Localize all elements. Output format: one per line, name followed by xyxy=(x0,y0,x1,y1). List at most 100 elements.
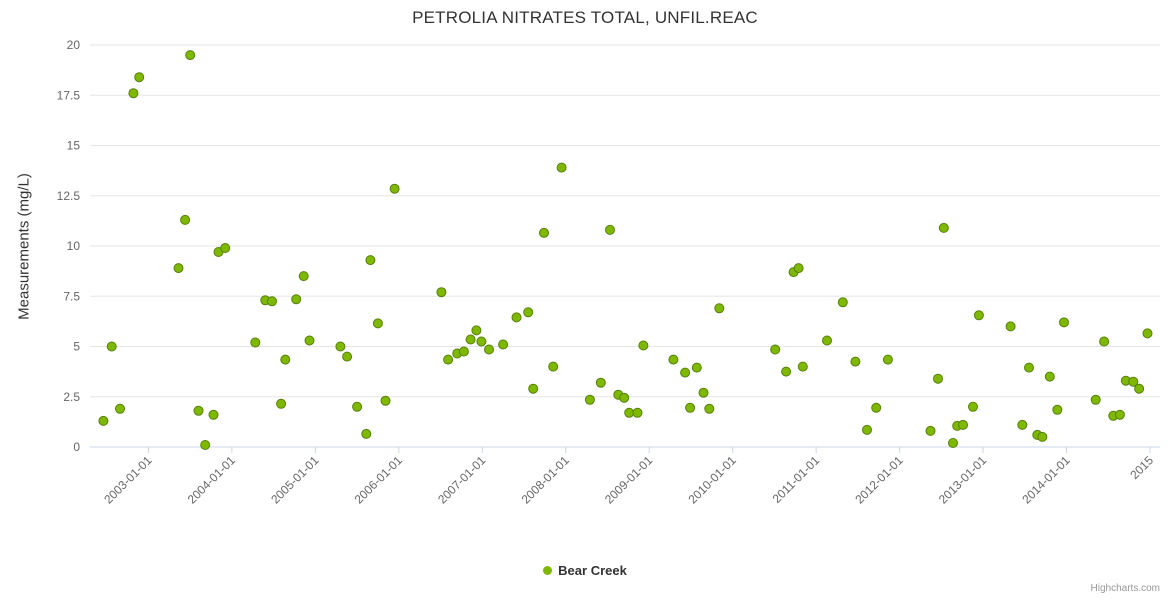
data-point[interactable] xyxy=(584,394,595,405)
data-point[interactable] xyxy=(335,341,346,352)
data-point[interactable] xyxy=(822,335,832,346)
legend-marker-icon xyxy=(543,566,553,575)
data-point[interactable] xyxy=(638,340,649,351)
data-point[interactable] xyxy=(619,392,630,403)
data-point[interactable] xyxy=(933,373,943,384)
data-point[interactable] xyxy=(704,403,715,414)
data-point[interactable] xyxy=(797,361,808,372)
data-point[interactable] xyxy=(1059,317,1069,328)
data-point[interactable] xyxy=(365,255,376,266)
data-point[interactable] xyxy=(548,361,559,372)
data-point[interactable] xyxy=(372,318,383,329)
data-point[interactable] xyxy=(938,222,949,233)
x-axis-tick-label: 2015 xyxy=(1127,453,1156,482)
data-point[interactable] xyxy=(837,297,848,308)
data-point[interactable] xyxy=(298,271,309,282)
data-point[interactable] xyxy=(280,354,291,365)
data-point[interactable] xyxy=(342,351,353,362)
data-point[interactable] xyxy=(523,307,534,318)
y-axis-tick-label: 5 xyxy=(73,340,80,354)
x-axis-tick-label: 2008-01-01 xyxy=(519,453,573,507)
data-point[interactable] xyxy=(528,383,539,394)
highcharts-credits-link[interactable]: Highcharts.com xyxy=(1090,583,1160,594)
data-point[interactable] xyxy=(208,409,219,420)
data-point[interactable] xyxy=(352,401,363,412)
data-point[interactable] xyxy=(1037,431,1048,442)
data-point[interactable] xyxy=(98,415,109,426)
data-point[interactable] xyxy=(471,325,482,336)
data-point[interactable] xyxy=(380,395,391,406)
data-point[interactable] xyxy=(680,367,691,378)
data-point[interactable] xyxy=(389,183,400,194)
legend-label: Bear Creek xyxy=(558,563,627,578)
x-axis-tick-label: 2010-01-01 xyxy=(685,453,739,507)
x-axis-tick-label: 2004-01-01 xyxy=(185,453,239,507)
data-point[interactable] xyxy=(862,424,872,435)
data-point[interactable] xyxy=(511,312,522,323)
data-point[interactable] xyxy=(691,362,702,373)
data-point[interactable] xyxy=(193,405,204,416)
data-point[interactable] xyxy=(850,356,861,367)
data-point[interactable] xyxy=(134,72,145,83)
data-point[interactable] xyxy=(973,310,984,321)
data-point[interactable] xyxy=(276,398,287,409)
data-point[interactable] xyxy=(770,344,781,355)
x-axis-tick-label: 2011-01-01 xyxy=(770,453,823,506)
data-point[interactable] xyxy=(1005,321,1016,332)
data-point[interactable] xyxy=(698,387,709,398)
data-point[interactable] xyxy=(220,243,231,253)
data-point[interactable] xyxy=(267,296,277,307)
data-point[interactable] xyxy=(1052,404,1063,415)
data-point[interactable] xyxy=(180,214,191,225)
data-point[interactable] xyxy=(106,341,117,352)
data-point[interactable] xyxy=(1090,394,1101,405)
data-point[interactable] xyxy=(1114,409,1125,420)
data-point[interactable] xyxy=(458,346,469,357)
data-point[interactable] xyxy=(173,263,184,274)
data-point[interactable] xyxy=(871,402,882,413)
data-point[interactable] xyxy=(1044,371,1055,382)
data-point[interactable] xyxy=(250,337,261,348)
data-point[interactable] xyxy=(115,403,125,414)
data-point[interactable] xyxy=(436,287,447,298)
data-point[interactable] xyxy=(632,407,643,418)
data-point[interactable] xyxy=(714,303,725,314)
data-point[interactable] xyxy=(1017,419,1028,430)
data-point[interactable] xyxy=(882,354,893,365)
data-point[interactable] xyxy=(605,224,615,235)
data-point[interactable] xyxy=(200,440,211,450)
data-point[interactable] xyxy=(443,354,454,365)
data-point[interactable] xyxy=(484,344,494,355)
x-axis-tick-label: 2009-01-01 xyxy=(602,453,656,507)
data-point[interactable] xyxy=(498,339,509,350)
data-point[interactable] xyxy=(968,401,978,412)
data-point[interactable] xyxy=(958,419,968,430)
data-point[interactable] xyxy=(781,366,792,377)
x-axis-tick-label: 2013-01-01 xyxy=(936,453,990,507)
x-axis-tick-label: 2007-01-01 xyxy=(435,453,489,507)
data-point[interactable] xyxy=(1134,383,1145,394)
data-point[interactable] xyxy=(291,294,302,305)
data-point[interactable] xyxy=(361,428,372,439)
y-axis-tick-label: 10 xyxy=(67,239,81,253)
data-point[interactable] xyxy=(1142,328,1153,339)
data-point[interactable] xyxy=(948,438,958,448)
data-point[interactable] xyxy=(304,335,315,346)
data-point[interactable] xyxy=(925,425,936,436)
data-point[interactable] xyxy=(668,354,679,365)
data-point[interactable] xyxy=(1128,376,1139,387)
data-point[interactable] xyxy=(595,377,606,388)
data-point[interactable] xyxy=(556,162,567,173)
data-point[interactable] xyxy=(624,407,635,418)
data-point[interactable] xyxy=(793,263,804,274)
data-point[interactable] xyxy=(465,334,476,345)
data-point[interactable] xyxy=(1024,362,1034,373)
legend-item-bear-creek[interactable]: Bear Creek xyxy=(543,563,627,578)
data-point[interactable] xyxy=(1099,336,1110,347)
data-point[interactable] xyxy=(539,227,549,238)
data-point[interactable] xyxy=(476,336,487,347)
data-point[interactable] xyxy=(685,402,696,413)
data-point[interactable] xyxy=(185,50,196,61)
data-point[interactable] xyxy=(128,88,139,99)
x-axis-tick-label: 2014-01-01 xyxy=(1019,453,1073,507)
